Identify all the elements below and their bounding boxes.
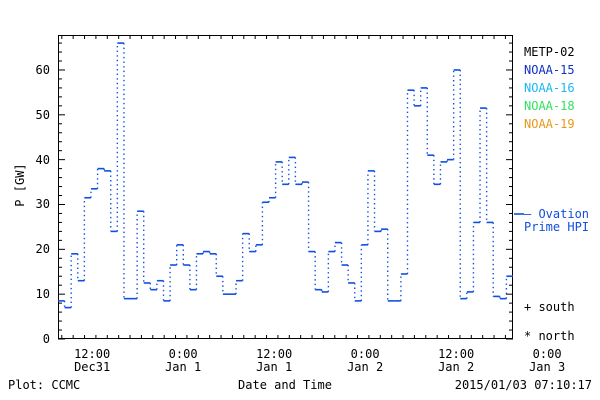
x-tick-label: 0:00 Jan 3 — [512, 348, 582, 374]
x-tick-date: Jan 3 — [529, 360, 566, 374]
chart-title: Hemispheric Power [GW] — [202, 12, 398, 28]
x-tick-label: 0:00 Jan 2 — [330, 348, 400, 374]
x-tick-time: 0:00 — [532, 347, 562, 361]
y-tick-label: 60 — [35, 62, 50, 77]
plot-timestamp: 2015/01/03 07:10:17 — [454, 378, 592, 392]
legend-ovation-line2: Prime HPI — [524, 220, 590, 234]
x-tick-label: 12:00 Jan 2 — [421, 348, 491, 374]
legend-ovation-prime-hpi: — Ovation Prime HPI — [524, 208, 589, 234]
x-tick-time: 0:00 — [350, 347, 380, 361]
legend-marker-south: + south — [524, 300, 575, 314]
x-tick-date: Jan 1 — [165, 360, 202, 374]
x-tick-date: Jan 2 — [438, 360, 475, 374]
legend-item-noaa-19: NOAA-19 — [524, 117, 575, 131]
x-tick-label: 0:00 Jan 1 — [148, 348, 218, 374]
legend-item-metp-02: METP-02 — [524, 45, 575, 59]
y-tick-label: 30 — [35, 197, 50, 212]
legend-item-noaa-16: NOAA-16 — [524, 81, 575, 95]
y-tick-label: 40 — [35, 152, 50, 167]
x-tick-time: 12:00 — [256, 347, 293, 361]
x-tick-label: 12:00 Dec31 — [57, 348, 127, 374]
y-tick-label: 0 — [42, 332, 50, 346]
x-axis-label: Date and Time — [238, 378, 332, 392]
legend-item-noaa-18: NOAA-18 — [524, 99, 575, 113]
x-tick-date: Dec31 — [74, 360, 111, 374]
x-tick-date: Jan 2 — [347, 360, 384, 374]
plot-frame — [58, 35, 513, 339]
y-tick-label: 20 — [35, 242, 50, 257]
x-tick-time: 12:00 — [438, 347, 475, 361]
x-tick-date: Jan 1 — [256, 360, 293, 374]
y-tick-label: 50 — [35, 107, 50, 122]
plot-credit: Plot: CCMC — [8, 378, 81, 392]
legend-ovation-line1: — Ovation — [524, 207, 590, 221]
legend-marker-north: * north — [524, 329, 575, 343]
x-tick-time: 12:00 — [74, 347, 111, 361]
x-tick-time: 0:00 — [168, 347, 198, 361]
x-tick-label: 12:00 Jan 1 — [239, 348, 309, 374]
legend-item-noaa-15: NOAA-15 — [524, 63, 575, 77]
y-tick-label: 10 — [35, 287, 50, 302]
